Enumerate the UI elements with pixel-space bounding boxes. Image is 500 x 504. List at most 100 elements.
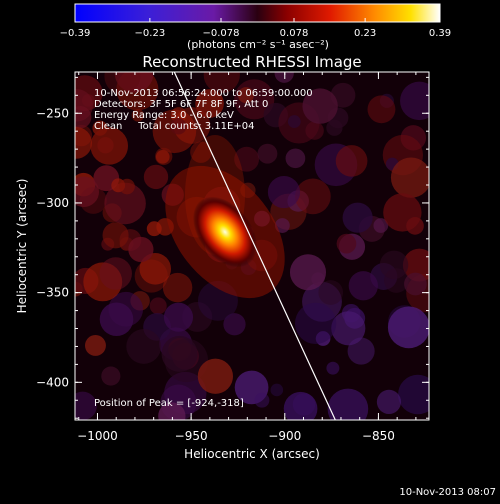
texture-blob: [274, 72, 294, 83]
y-tick-label: −300: [36, 196, 69, 210]
texture-blob: [347, 337, 375, 365]
annotation-energy: Energy Range: 3.0 - 6.0 keV: [94, 110, 234, 121]
texture-blob: [302, 88, 338, 124]
texture-blob: [162, 272, 193, 303]
texture-blob: [104, 182, 146, 225]
texture-blob: [257, 143, 278, 164]
texture-blob: [155, 147, 173, 166]
texture-blob: [398, 374, 429, 415]
y-tick-label: −400: [36, 375, 69, 389]
texture-blob: [75, 176, 100, 208]
texture-blob: [326, 361, 340, 375]
footer-timestamp: 10-Nov-2013 08:07: [399, 487, 496, 498]
texture-blob: [267, 175, 301, 209]
texture-blob: [128, 236, 154, 263]
texture-blob: [270, 383, 284, 397]
colorbar-tick-label: 0.23: [354, 28, 376, 39]
texture-blob: [197, 358, 233, 394]
texture-blob: [336, 233, 357, 254]
texture-blob: [126, 329, 162, 364]
texture-blob: [287, 115, 301, 129]
colorbar-tick-label: 0.078: [280, 28, 309, 39]
texture-blob: [402, 248, 429, 282]
texture-blob: [75, 126, 92, 159]
flare-source: [192, 196, 258, 268]
texture-blob: [190, 141, 212, 163]
x-tick-label: −850: [362, 429, 395, 443]
texture-blob: [348, 271, 378, 301]
solar-limb-line: [173, 72, 336, 420]
texture-blob: [406, 217, 424, 235]
texture-blob: [195, 89, 224, 118]
x-tick-label: −1000: [77, 429, 118, 443]
colorbar-label: (photons cm⁻² s⁻¹ asec⁻²): [187, 38, 329, 51]
texture-blob: [326, 119, 343, 136]
texture-blob: [143, 164, 169, 190]
y-axis-label: Heliocentric Y (arcsec): [15, 179, 29, 314]
annotation-counts: Clean Total counts: 3.11E+04: [94, 121, 254, 132]
colorbar-ticks: −0.39 −0.23 −0.078 0.078 0.23 0.39: [60, 18, 451, 39]
y-tick-label: −250: [36, 106, 69, 120]
annotation-time: 10-Nov-2013 06:56:24.000 to 06:59:00.000: [94, 88, 313, 99]
texture-blob: [274, 218, 290, 233]
x-tick-label: −950: [175, 429, 208, 443]
colorbar-tick-label: −0.39: [60, 28, 91, 39]
texture-blob: [203, 72, 240, 94]
texture-blob: [331, 311, 366, 346]
colorbar-tick-label: 0.39: [429, 28, 451, 39]
texture-blob: [102, 222, 129, 249]
texture-blob: [170, 118, 187, 135]
texture-blob: [373, 218, 389, 233]
texture-blob: [119, 178, 135, 195]
texture-blob: [376, 389, 402, 415]
x-tick-label: −900: [268, 429, 301, 443]
texture-blob: [131, 109, 145, 122]
texture-blob: [294, 302, 337, 345]
chart-title: Reconstructed RHESSI Image: [142, 53, 361, 71]
x-axis: −1000 −950 −900 −850: [77, 72, 417, 443]
texture-blob: [234, 146, 260, 172]
texture-blob: [367, 95, 396, 124]
plot-area: [75, 72, 429, 420]
texture-blob: [114, 72, 154, 93]
texture-blob: [342, 202, 373, 233]
texture-blob: [400, 81, 429, 121]
texture-blob: [84, 335, 106, 356]
texture-blob: [390, 157, 429, 198]
colorbar-tick-label: −0.23: [135, 28, 166, 39]
texture-blob: [295, 178, 331, 215]
y-tick-label: −350: [36, 286, 69, 300]
peak-position-label: Position of Peak = [-924,-318]: [94, 398, 244, 409]
texture-blob: [285, 148, 306, 169]
colorbar-gradient: [74, 3, 441, 23]
texture-blob: [99, 257, 132, 290]
texture-blob: [327, 388, 369, 420]
texture-blob: [90, 127, 129, 165]
texture-blob: [335, 145, 368, 177]
texture-blob: [254, 392, 270, 408]
texture-blob: [149, 297, 167, 315]
texture-blob: [289, 254, 327, 291]
texture-blob: [387, 306, 429, 349]
texture-blob: [99, 302, 134, 337]
annotation-detectors: Detectors: 3F 5F 6F 7F 8F 9F, Att 0: [94, 99, 268, 110]
texture-blob: [237, 87, 254, 104]
y-axis: −250 −300 −350 −400: [36, 76, 429, 419]
x-axis-label: Heliocentric X (arcsec): [184, 447, 320, 461]
texture-blob: [101, 366, 121, 386]
colorbar-tick-label: −0.078: [202, 28, 239, 39]
texture-blob: [163, 302, 194, 332]
texture-blob: [104, 72, 141, 95]
texture-blob: [223, 313, 246, 336]
image-texture: [75, 72, 429, 420]
texture-blob: [161, 335, 198, 372]
texture-blob: [75, 391, 97, 420]
colorbar: −0.39 −0.23 −0.078 0.078 0.23 0.39 (photons c…: [60, 3, 451, 51]
texture-blob: [379, 250, 409, 280]
texture-blob: [158, 402, 186, 420]
annotations: 10-Nov-2013 06:56:24.000 to 06:59:00.000…: [94, 88, 313, 409]
texture-blob: [404, 272, 427, 296]
texture-blob: [318, 280, 344, 305]
plot-frame: [74, 71, 430, 421]
